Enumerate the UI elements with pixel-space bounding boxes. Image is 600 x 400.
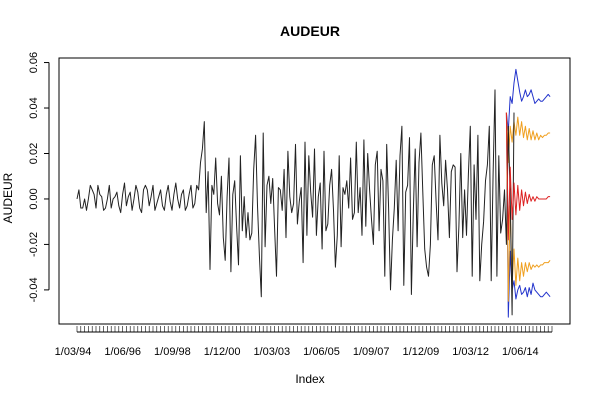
y-tick-label: 0.04	[28, 97, 40, 118]
x-tick-label: 1/03/12	[452, 346, 489, 358]
x-tick-label: 1/09/07	[353, 346, 390, 358]
x-tick-label: 1/03/94	[55, 346, 92, 358]
x-tick-label: 1/09/98	[154, 346, 191, 358]
x-axis: 1/03/94 1/06/96 1/09/98 1/12/00 1/03/03 1/06/…	[55, 326, 553, 358]
x-tick-label: 1/03/03	[253, 346, 290, 358]
x-tick-label: 1/12/00	[204, 346, 241, 358]
upper-outer-band-line	[505, 68, 551, 132]
y-axis-label: AUDEUR	[1, 172, 15, 223]
y-tick-label: -0.04	[28, 277, 40, 302]
lower-outer-band-line	[505, 112, 551, 318]
x-tick-label: 1/06/96	[104, 346, 141, 358]
x-tick-label: 1/06/14	[502, 346, 539, 358]
upper-inner-band-line	[505, 112, 551, 164]
y-tick-label: -0.02	[28, 232, 40, 257]
y-tick-label: 0.06	[28, 52, 40, 73]
x-tick-label: 1/12/09	[403, 346, 440, 358]
history-line	[76, 89, 515, 316]
y-tick-label: 0.00	[28, 188, 40, 209]
forecast-line	[505, 112, 551, 241]
y-axis: -0.04 -0.02 0.00 0.02 0.04 0.06	[28, 52, 50, 302]
plot-frame	[58, 57, 571, 325]
chart-title: AUDEUR	[280, 23, 340, 39]
x-tick-label: 1/06/05	[303, 346, 340, 358]
y-tick-label: 0.02	[28, 143, 40, 164]
lower-inner-band-line	[505, 112, 551, 302]
series-layer	[76, 68, 551, 318]
x-axis-label: Index	[295, 372, 324, 386]
